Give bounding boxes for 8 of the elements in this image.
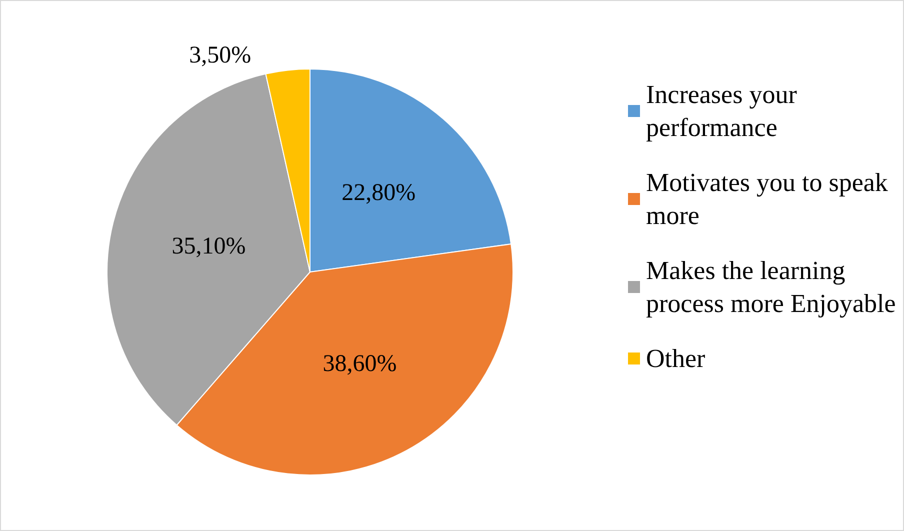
legend-label: Increases your performance (646, 80, 804, 142)
data-label: 22,80% (342, 180, 416, 206)
legend-label: Motivates you to speak more (646, 168, 894, 230)
data-label: 35,10% (172, 233, 246, 260)
legend-label: Makes the learning process more Enjoyable (646, 256, 896, 318)
legend-label: Other (646, 344, 706, 373)
data-label: 3,50% (189, 42, 252, 68)
data-label: 38,60% (322, 350, 397, 377)
